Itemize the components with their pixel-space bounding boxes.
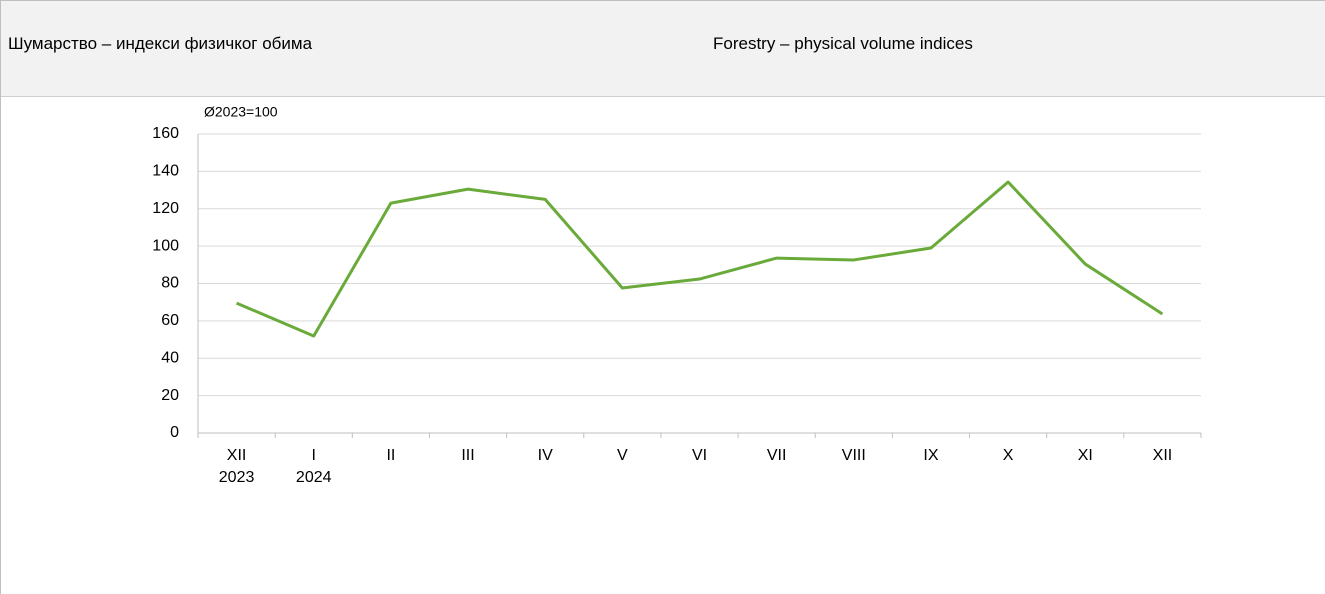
x-tick-label: V [617,447,628,464]
x-tick-label: I 2024 [296,447,332,486]
y-tick-label: 60 [161,312,179,329]
x-tick-label-line: XI [1078,447,1093,464]
x-tick-label: XII [1153,447,1173,464]
y-tick-label: 80 [161,275,179,292]
x-tick-label: VI [692,447,707,464]
title-en: Forestry – physical volume indices [713,34,973,53]
title-sr: Шумарство – индекси физичког обима [8,34,313,53]
x-tick-label: VIII [842,447,866,464]
x-tick-label-line: III [461,447,474,464]
x-tick-label-line: VIII [842,447,866,464]
x-tick-label: XII 2023 [219,447,255,486]
x-tick-label-line: 2024 [296,469,332,486]
x-tick-label-line: X [1003,447,1014,464]
x-tick-label-line: XII [1153,447,1173,464]
y-tick-label: 140 [152,163,179,180]
y-tick-label: 160 [152,125,179,142]
x-tick-label-line: V [617,447,628,464]
x-tick-label-line: 2023 [219,469,255,486]
y-tick-label: 40 [161,349,179,366]
x-tick-label: VII [767,447,787,464]
x-tick-label: IX [923,447,938,464]
y-tick-label: 20 [161,387,179,404]
unit-label: Ø2023=100 [204,104,278,120]
x-tick-label-line: II [386,447,395,464]
x-tick-label-line: I [312,447,316,464]
x-tick-label-line: IX [923,447,938,464]
x-tick-label: X [1003,447,1014,464]
y-tick-label: 120 [152,200,179,217]
x-tick-label-line: IV [538,447,553,464]
x-tick-label-line: XII [227,447,247,464]
y-tick-label: 0 [170,424,179,441]
x-tick-label: III [461,447,474,464]
x-tick-label: II [386,447,395,464]
x-tick-label-line: VII [767,447,787,464]
header: Шумарство – индекси физичког обима Fores… [1,1,1325,97]
x-tick-label: XI [1078,447,1093,464]
x-tick-label: IV [538,447,553,464]
y-tick-label: 100 [152,237,179,254]
x-tick-label-line: VI [692,447,707,464]
series-line [235,180,1164,338]
